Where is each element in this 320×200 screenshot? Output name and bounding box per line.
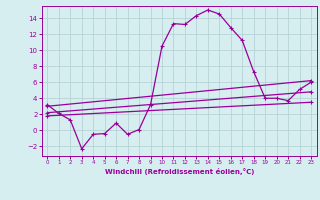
X-axis label: Windchill (Refroidissement éolien,°C): Windchill (Refroidissement éolien,°C)	[105, 168, 254, 175]
